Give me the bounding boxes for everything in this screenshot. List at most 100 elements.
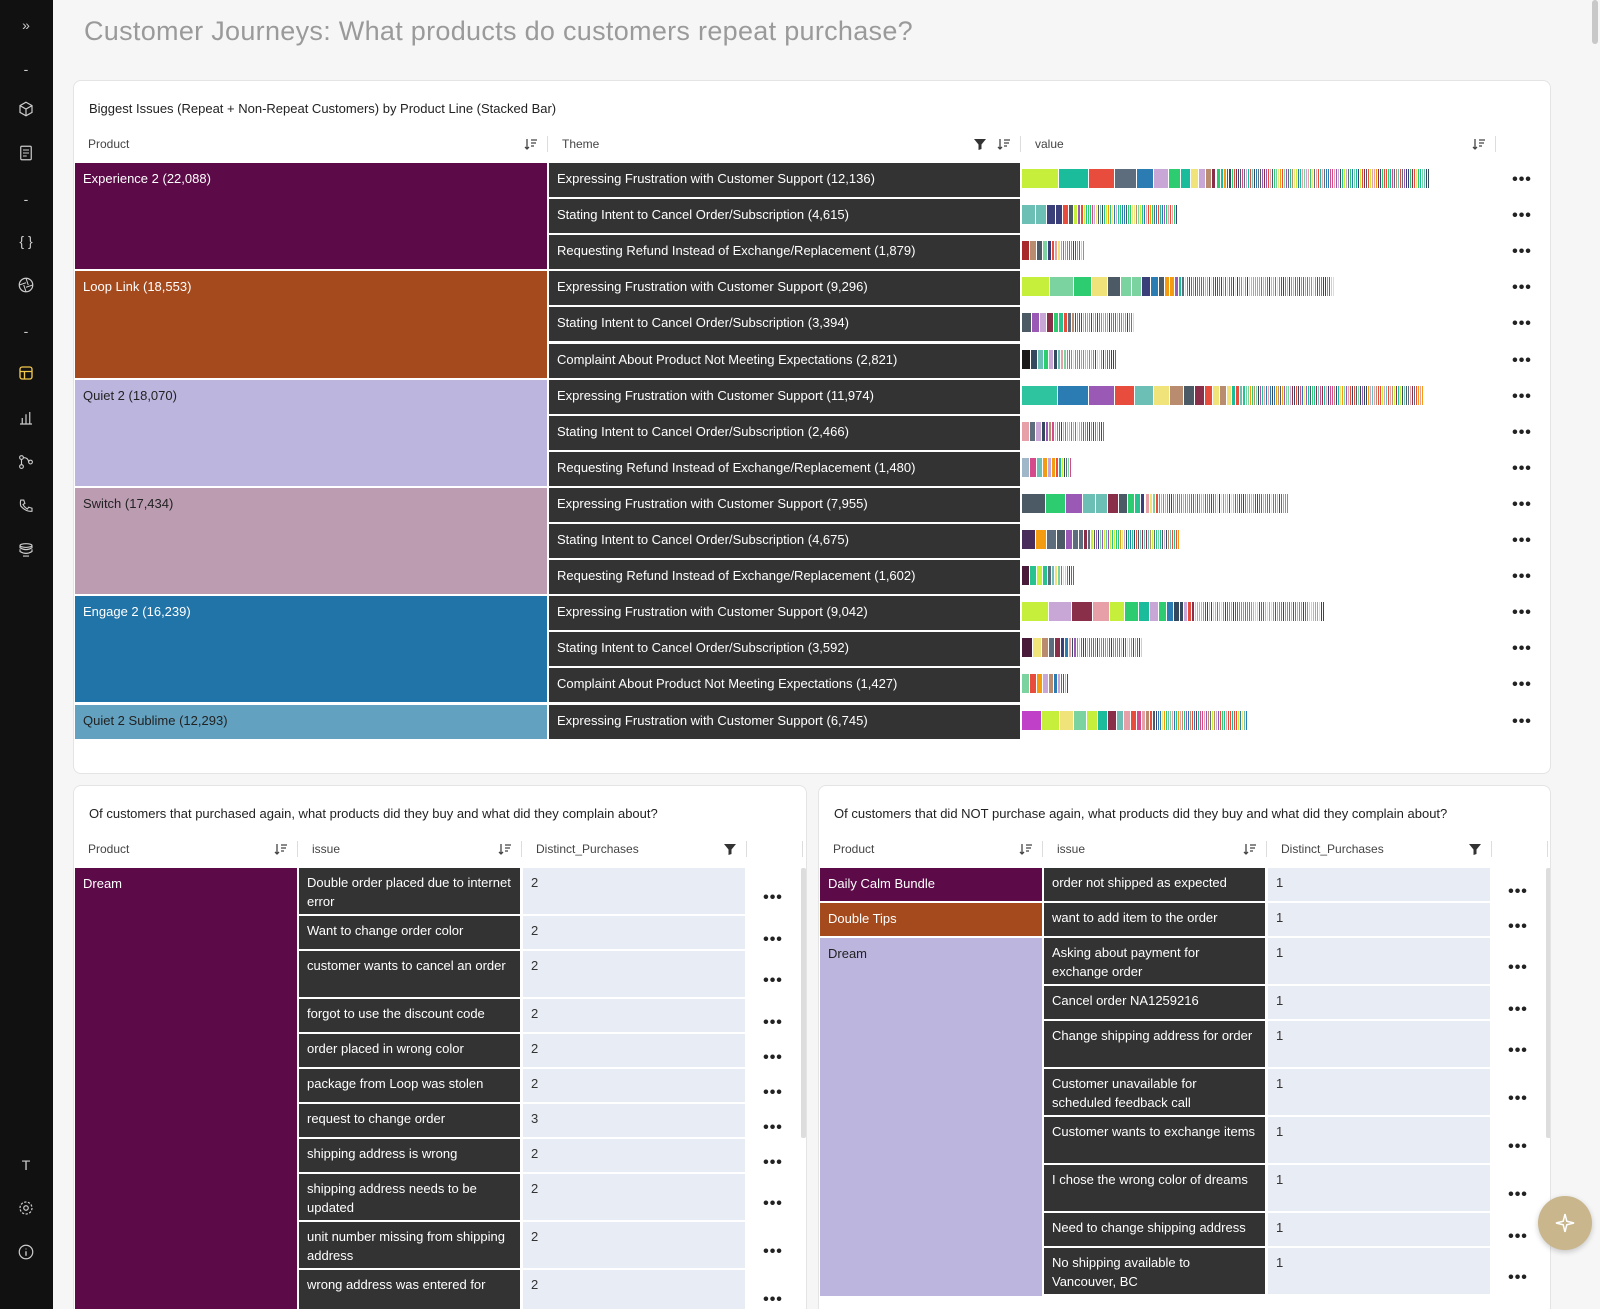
product-cell[interactable]: Loop Link (18,553)	[75, 271, 547, 378]
flow-icon[interactable]	[13, 449, 39, 475]
bar-segment[interactable]	[1283, 493, 1285, 513]
bar-segment[interactable]	[1065, 457, 1067, 477]
column-divider[interactable]	[521, 841, 522, 857]
bar-segment[interactable]	[1294, 277, 1296, 297]
bar-segment[interactable]	[1181, 277, 1184, 297]
table-scrollbar[interactable]	[1546, 868, 1550, 1138]
bar-segment[interactable]	[1229, 169, 1231, 188]
bar-segment[interactable]	[1188, 602, 1191, 622]
bar-segment[interactable]	[1084, 530, 1088, 549]
more-options-button[interactable]: •••	[1508, 959, 1528, 976]
bar-segment[interactable]	[1384, 385, 1386, 405]
bar-segment[interactable]	[1330, 277, 1332, 297]
bar-segment[interactable]	[1399, 169, 1401, 188]
bar-segment[interactable]	[1114, 385, 1135, 405]
bar-segment[interactable]	[1283, 602, 1285, 622]
braces-icon[interactable]: { }	[19, 233, 33, 249]
filter-icon[interactable]	[1467, 841, 1483, 857]
bar-segment[interactable]	[1322, 277, 1324, 297]
bar-segment[interactable]	[1197, 710, 1199, 730]
bar-segment[interactable]	[1125, 602, 1139, 622]
bar-segment[interactable]	[1199, 169, 1206, 188]
bar-segment[interactable]	[1381, 169, 1383, 188]
bar-segment[interactable]	[1084, 638, 1086, 658]
bar-segment[interactable]	[1397, 169, 1399, 188]
bar-segment[interactable]	[1243, 710, 1245, 730]
bar-segment[interactable]	[1030, 674, 1037, 694]
issue-cell[interactable]: Need to change shipping address	[1044, 1213, 1265, 1246]
bar-segment[interactable]	[1280, 385, 1282, 405]
more-options-button[interactable]: •••	[1512, 387, 1532, 405]
bar-segment[interactable]	[1153, 385, 1170, 405]
bar-segment[interactable]	[1392, 385, 1394, 405]
more-options-button[interactable]: •••	[1512, 459, 1532, 477]
bar-segment[interactable]	[1164, 205, 1166, 225]
bar-segment[interactable]	[1201, 602, 1203, 622]
bar-segment[interactable]	[1088, 385, 1114, 405]
bar-segment[interactable]	[1216, 277, 1218, 297]
stacked-bar[interactable]	[1022, 602, 1326, 622]
bar-segment[interactable]	[1094, 205, 1096, 225]
bar-segment[interactable]	[1106, 530, 1108, 549]
issue-cell[interactable]: wrong address was entered for	[299, 1270, 520, 1309]
bar-segment[interactable]	[1305, 602, 1307, 622]
bar-segment[interactable]	[1346, 385, 1348, 405]
bar-segment[interactable]	[1172, 205, 1174, 225]
stacked-bar[interactable]	[1022, 313, 1136, 333]
bar-segment[interactable]	[1086, 638, 1088, 658]
issue-cell[interactable]: Change shipping address for order	[1044, 1021, 1265, 1067]
bar-segment[interactable]	[1120, 205, 1122, 225]
bar-segment[interactable]	[1270, 385, 1272, 405]
bar-segment[interactable]	[1068, 349, 1070, 369]
bar-segment[interactable]	[1272, 385, 1274, 405]
bar-segment[interactable]	[1193, 710, 1195, 730]
bar-segment[interactable]	[1283, 169, 1285, 188]
bar-segment[interactable]	[1377, 169, 1379, 188]
bar-segment[interactable]	[1190, 277, 1192, 297]
bar-segment[interactable]	[1085, 313, 1087, 333]
bar-segment[interactable]	[1084, 349, 1086, 369]
bar-segment[interactable]	[1052, 457, 1056, 477]
value-cell[interactable]: 2	[523, 1139, 745, 1172]
bar-segment[interactable]	[1389, 169, 1391, 188]
bar-segment[interactable]	[1167, 602, 1173, 622]
bar-segment[interactable]	[1104, 205, 1106, 225]
bar-segment[interactable]	[1047, 313, 1053, 333]
bar-segment[interactable]	[1226, 277, 1228, 297]
bar-segment[interactable]	[1237, 493, 1239, 513]
bar-segment[interactable]	[1064, 566, 1066, 586]
bar-segment[interactable]	[1172, 530, 1174, 549]
bar-segment[interactable]	[1201, 710, 1203, 730]
value-cell[interactable]: 2	[523, 1069, 745, 1102]
bar-segment[interactable]	[1102, 638, 1104, 658]
bar-segment[interactable]	[1123, 313, 1125, 333]
bar-segment[interactable]	[1258, 277, 1260, 297]
bar-segment[interactable]	[1191, 602, 1194, 622]
bar-segment[interactable]	[1168, 169, 1180, 188]
bar-segment[interactable]	[1154, 530, 1156, 549]
bar-segment[interactable]	[1250, 277, 1252, 297]
bar-segment[interactable]	[1130, 530, 1132, 549]
bar-segment[interactable]	[1185, 493, 1187, 513]
bar-segment[interactable]	[1146, 530, 1148, 549]
column-divider[interactable]	[746, 841, 747, 857]
bar-segment[interactable]	[1089, 421, 1091, 441]
bar-segment[interactable]	[1358, 385, 1360, 405]
bar-segment[interactable]	[1275, 493, 1277, 513]
bar-segment[interactable]	[1063, 421, 1065, 441]
bar-segment[interactable]	[1109, 313, 1111, 333]
bar-segment[interactable]	[1060, 638, 1065, 658]
bar-segment[interactable]	[1127, 493, 1134, 513]
bar-segment[interactable]	[1148, 205, 1150, 225]
stacked-bar[interactable]	[1022, 710, 1249, 730]
bar-segment[interactable]	[1244, 277, 1246, 297]
column-divider[interactable]	[547, 136, 548, 152]
bar-segment[interactable]	[1107, 313, 1109, 333]
bar-segment[interactable]	[1233, 602, 1235, 622]
bar-segment[interactable]	[1149, 602, 1159, 622]
bar-segment[interactable]	[1045, 421, 1049, 441]
bar-segment[interactable]	[1110, 638, 1112, 658]
bar-segment[interactable]	[1100, 205, 1102, 225]
bar-segment[interactable]	[1240, 385, 1243, 405]
bar-segment[interactable]	[1184, 385, 1195, 405]
